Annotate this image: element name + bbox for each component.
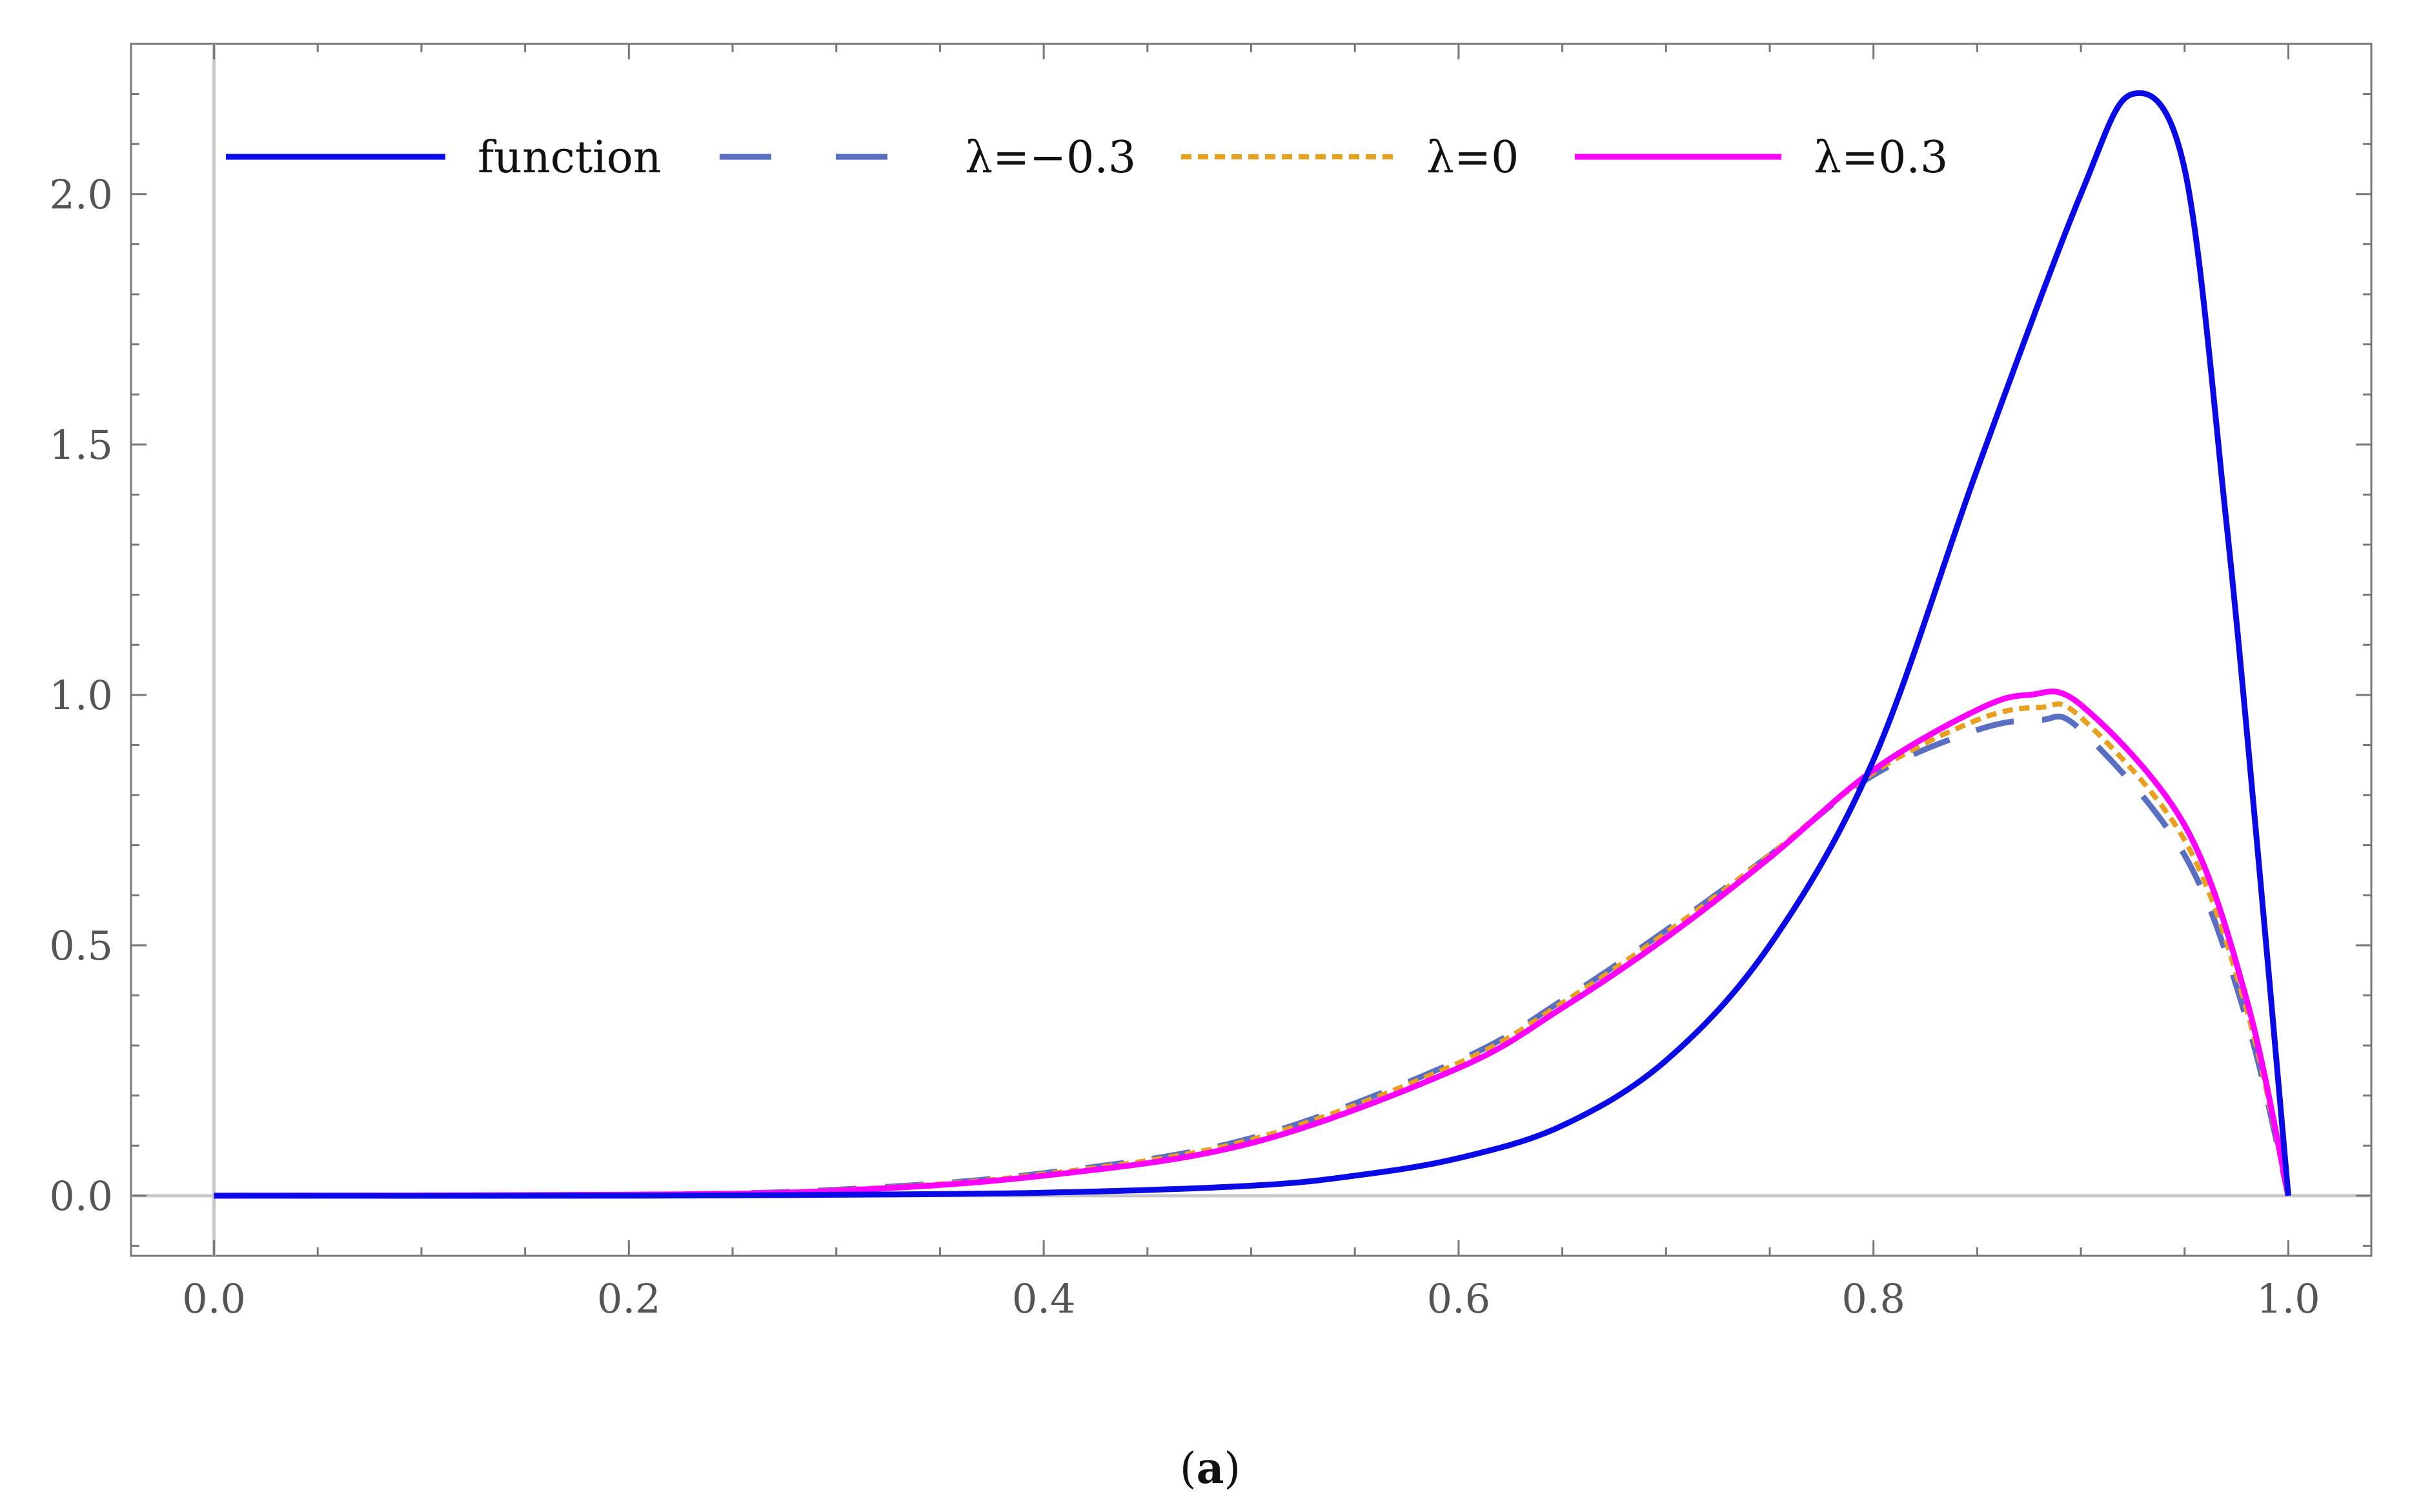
series-lines (214, 90, 2291, 1199)
y-tick-label: 0.5 (49, 922, 113, 969)
series-line-0 (214, 90, 2291, 1199)
caption-close: ) (1224, 1444, 1241, 1493)
axis-ticks (131, 44, 2371, 1256)
figure-caption: (a) (1180, 1443, 1241, 1493)
plot-frame (130, 43, 2373, 1257)
caption-letter: a (1197, 1443, 1224, 1493)
x-tick-label: 0.4 (1012, 1275, 1076, 1322)
legend-label: λ=0.3 (1814, 132, 1948, 183)
y-tick-label: 1.5 (49, 421, 113, 469)
legend-label: λ=−0.3 (965, 132, 1136, 183)
legend: function λ=−0.3 λ=0 λ=0.3 (226, 132, 1948, 183)
x-tick-label: 0.8 (1841, 1275, 1905, 1322)
series-line-3 (214, 689, 2291, 1199)
x-tick-labels: 0.0 0.2 0.4 0.6 0.8 1.0 (182, 1275, 2320, 1322)
x-tick-label: 0.0 (182, 1275, 246, 1322)
legend-label: λ=0 (1426, 132, 1519, 183)
x-tick-label: 0.2 (597, 1275, 661, 1322)
x-tick-label: 1.0 (2256, 1275, 2320, 1322)
series-line-1 (214, 713, 2291, 1199)
x-tick-label: 0.6 (1427, 1275, 1491, 1322)
y-tick-label: 2.0 (49, 171, 113, 218)
legend-label: function (478, 132, 662, 183)
y-tick-label: 1.0 (49, 672, 113, 719)
y-tick-label: 0.0 (49, 1173, 113, 1220)
series-line-2 (214, 701, 2291, 1198)
y-tick-labels: 0.0 0.5 1.0 1.5 2.0 (49, 171, 113, 1220)
zero-lines (131, 44, 2371, 1256)
caption-open: ( (1180, 1444, 1197, 1493)
